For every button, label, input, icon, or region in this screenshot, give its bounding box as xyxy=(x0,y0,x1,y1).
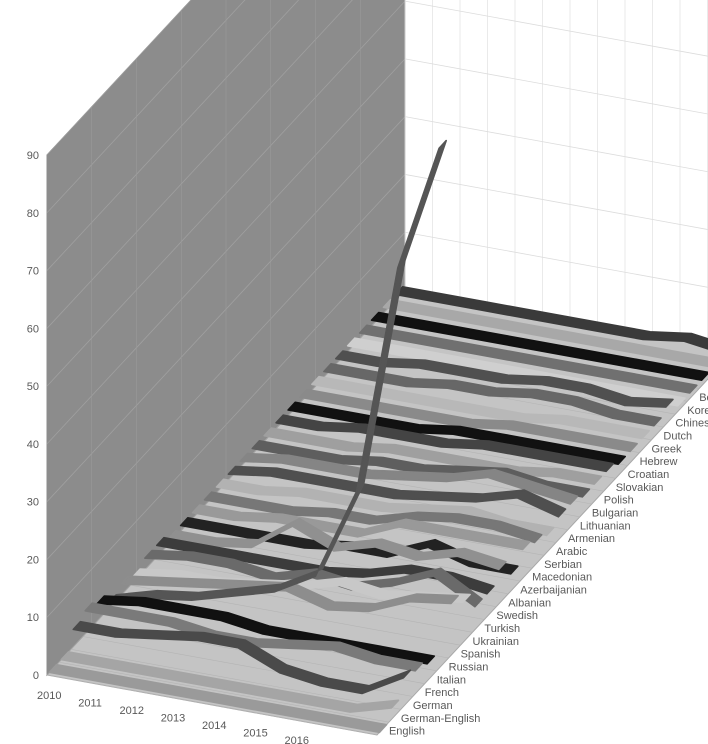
x-tick-label: 2013 xyxy=(161,713,185,725)
series-ribbon-hebrew xyxy=(299,388,638,453)
series-ribbons xyxy=(48,139,708,734)
x-tick-label: 2012 xyxy=(120,705,144,717)
series-ribbon-russian xyxy=(108,139,448,604)
x-tick-label: 2011 xyxy=(78,698,102,710)
x-tick-label: 2015 xyxy=(243,728,267,740)
series-label: Croatian xyxy=(628,469,670,481)
x-tick-label: 2014 xyxy=(202,720,226,732)
y-axis-ticks: 0 10 20 30 40 50 60 70 80 90 xyxy=(27,150,39,682)
series-ribbon-armenian xyxy=(227,465,567,518)
y-tick-label: 20 xyxy=(27,554,39,566)
x-tick-label: 2010 xyxy=(37,690,61,702)
series-label: Korean xyxy=(687,405,708,417)
gridline xyxy=(58,661,389,723)
series-label: Greek xyxy=(652,443,682,455)
series-label: French xyxy=(425,687,459,699)
series-ribbon-czech xyxy=(382,298,708,368)
series-axis-labels: EnglishGerman-EnglishGermanFrenchItalian… xyxy=(389,392,708,738)
series-label: Italian xyxy=(437,674,466,686)
gridline xyxy=(70,649,401,710)
series-label: Chinese xyxy=(675,418,708,430)
series-label: English xyxy=(389,726,425,738)
y-tick-label: 10 xyxy=(27,612,39,624)
series-label: Armenian xyxy=(568,533,615,545)
y-tick-label: 0 xyxy=(33,670,39,682)
y-tick-label: 80 xyxy=(27,208,39,220)
series-ribbon-english xyxy=(48,663,388,734)
series-ribbon-greek xyxy=(311,375,650,440)
gridline xyxy=(154,559,485,620)
series-ribbon-dutch xyxy=(323,362,662,427)
series-label: German-English xyxy=(401,713,480,725)
series-label: Lithuanian xyxy=(580,520,631,532)
series-ribbon-chinese xyxy=(334,350,674,408)
y-tick-label: 30 xyxy=(27,497,39,509)
series-label: Ukrainian xyxy=(473,636,519,648)
series-ribbon-german-english xyxy=(60,651,400,713)
series-label: Macedonian xyxy=(532,572,592,584)
series-label: Serbian xyxy=(544,559,582,571)
series-ribbon-hungarian xyxy=(394,285,708,350)
series-label: Arabic xyxy=(556,546,588,558)
series-ribbon-slovakian xyxy=(275,414,615,473)
series-label: Bulgarian xyxy=(592,507,638,519)
series-label: Belarusian xyxy=(699,392,708,404)
series-ribbon-polish xyxy=(263,427,603,485)
y-tick-label: 50 xyxy=(27,381,39,393)
series-label: Albanian xyxy=(508,597,551,609)
series-label: Dutch xyxy=(663,430,692,442)
series-label: Slovakian xyxy=(616,482,664,494)
y-tick-label: 70 xyxy=(27,266,39,278)
x-axis-ticks: 201020112012201320142015201620172018 xyxy=(37,690,350,744)
series-ribbon-albanian xyxy=(167,517,507,571)
series-label: German xyxy=(413,700,453,712)
series-label: Azerbaijanian xyxy=(520,584,587,596)
series-label: Polish xyxy=(604,495,634,507)
series-ribbon-belarusian xyxy=(358,324,698,394)
series-label: Swedish xyxy=(496,610,538,622)
series-ribbon-german xyxy=(72,620,412,695)
gridline xyxy=(46,674,378,736)
x-tick-label: 2017 xyxy=(326,743,350,744)
series-ribbon-bulgarian xyxy=(251,439,591,498)
series-label: Hebrew xyxy=(640,456,678,468)
series-label: Spanish xyxy=(461,649,501,661)
series-label: Russian xyxy=(449,661,489,673)
series-ribbon-amharic xyxy=(370,311,708,382)
series-ribbon-swedish xyxy=(156,536,495,595)
series-ribbon-arabic xyxy=(215,478,555,537)
y-tick-label: 40 xyxy=(27,439,39,451)
y-tick-label: 60 xyxy=(27,323,39,335)
series-ribbon-serbian xyxy=(203,491,543,544)
gridline xyxy=(46,0,192,156)
series-label: Turkish xyxy=(484,623,520,635)
x-tick-label: 2016 xyxy=(285,735,309,744)
y-tick-label: 90 xyxy=(27,150,39,162)
